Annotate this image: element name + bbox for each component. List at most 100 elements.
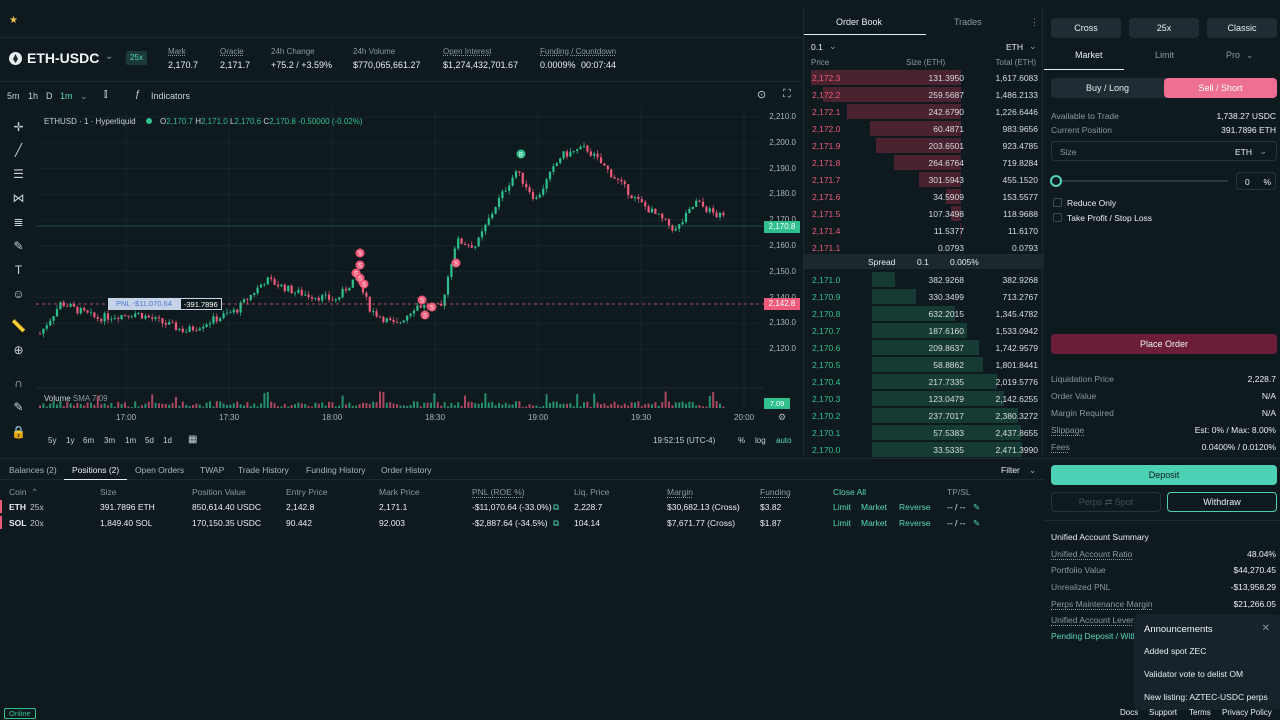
lock-drawing-icon[interactable]: ✎ [13,400,24,414]
sell-marker[interactable]: S [420,310,430,320]
sell-marker[interactable]: S [427,302,437,312]
range-3m[interactable]: 3m [104,436,116,445]
bid-row[interactable]: 2,170.5 58.8862 1,801.8441 [804,356,1044,373]
sell-marker[interactable]: S [451,258,461,268]
tab-trade-history[interactable]: Trade History [238,465,289,475]
chevron-down-icon[interactable]: ⌄ [1029,465,1037,475]
ask-row[interactable]: 2,172.3 131.3950 1,617.6083 [804,69,1044,86]
bid-row[interactable]: 2,170.1 57.5383 2,437.8655 [804,424,1044,441]
size-unit-select[interactable]: ETH [1235,147,1252,157]
bid-row[interactable]: 2,170.3 123.0479 2,142.6255 [804,390,1044,407]
unit-select[interactable]: ETH [1006,42,1023,52]
range-1d[interactable]: 1d [163,436,172,445]
share-pnl-icon[interactable]: ⧉ [553,518,560,528]
chevron-down-icon[interactable]: ⌄ [1246,50,1254,60]
chevron-down-icon[interactable]: ⌄ [1259,146,1267,156]
ask-row[interactable]: 2,171.4 11.5377 11.6170 [804,222,1044,239]
size-slider[interactable] [1050,175,1228,187]
function-icon[interactable]: ƒ [135,89,141,100]
close-icon[interactable]: ✕ [1261,623,1270,634]
horizontal-lines-icon[interactable]: ☰ [13,167,24,181]
tab-positions[interactable]: Positions (2) [72,465,120,475]
tab-limit[interactable]: Limit [1155,50,1175,60]
tab-funding-history[interactable]: Funding History [306,465,366,475]
zoom-in-icon[interactable]: ⊕ [13,343,24,357]
bid-row[interactable]: 2,170.6 209.8637 1,742.9579 [804,339,1044,356]
tick-size-select[interactable]: 0.1 [811,42,823,52]
log-toggle[interactable]: log [755,436,766,445]
position-action-limit[interactable]: Limit [833,518,851,528]
position-action-market[interactable]: Market [861,502,887,512]
bid-row[interactable]: 2,170.0 33.5335 2,471.3990 [804,441,1044,458]
footer-link-privacy[interactable]: Privacy Policy [1222,708,1272,717]
chevron-down-icon[interactable]: ⌄ [829,41,837,51]
sell-marker[interactable]: S [359,279,369,289]
bid-row[interactable]: 2,171.0 382.9268 382.9268 [804,271,1044,288]
timeframe-5m[interactable]: 5m [7,91,20,101]
deposit-button[interactable]: Deposit [1051,465,1277,485]
ask-row[interactable]: 2,171.5 107.3498 118.9688 [804,205,1044,222]
ask-row[interactable]: 2,172.2 259.5687 1,486.2133 [804,86,1044,103]
size-input[interactable]: Size ETH ⌄ [1051,141,1277,161]
bid-row[interactable]: 2,170.2 237.7017 2,380.3272 [804,407,1044,424]
footer-link-docs[interactable]: Docs [1120,708,1139,717]
chart-clock[interactable]: 19:52:15 (UTC-4) [653,436,716,445]
range-5d[interactable]: 5d [145,436,154,445]
lock-icon[interactable]: 🔒 [11,425,26,439]
fullscreen-icon[interactable]: ⛶ [783,88,791,100]
edit-pencil-icon[interactable]: ✎ [973,518,981,528]
sell-marker[interactable]: S [417,295,427,305]
trendline-icon[interactable]: ╱ [14,143,23,157]
bid-row[interactable]: 2,170.7 187.6160 1,533.0942 [804,322,1044,339]
time-axis[interactable]: 17:00 17:30 18:00 18:30 19:00 19:30 20:00 [36,410,764,424]
position-action-reverse[interactable]: Reverse [899,518,931,528]
tab-twap[interactable]: TWAP [200,465,225,475]
edit-pencil-icon[interactable]: ✎ [973,502,981,512]
withdraw-button[interactable]: Withdraw [1167,492,1277,512]
range-1m[interactable]: 1m [125,436,137,445]
range-5y[interactable]: 5y [48,436,57,445]
sort-asc-icon[interactable]: ⌃ [31,487,39,497]
tab-open-orders[interactable]: Open Orders [135,465,185,475]
ruler-icon[interactable]: 📏 [11,319,26,333]
sell-marker[interactable]: S [355,248,365,258]
calendar-icon[interactable]: ▦ [188,434,198,445]
slider-thumb[interactable] [1050,175,1062,187]
more-vertical-icon[interactable]: ⋮ [1030,17,1039,27]
ask-row[interactable]: 2,171.7 301.5943 455.1520 [804,171,1044,188]
bid-row[interactable]: 2,170.4 217.7335 2,019.5776 [804,373,1044,390]
position-action-reverse[interactable]: Reverse [899,502,931,512]
percent-toggle[interactable]: % [738,436,746,445]
timeframe-d[interactable]: D [46,91,53,101]
classic-button[interactable]: Classic [1207,18,1277,38]
brush-icon[interactable]: ✎ [13,239,24,253]
close-all-button[interactable]: Close All [833,487,867,497]
footer-link-support[interactable]: Support [1149,708,1178,717]
sell-marker[interactable]: S [355,260,365,270]
timeframe-1m[interactable]: 1m [60,91,73,101]
ask-row[interactable]: 2,172.1 242.6790 1,226.6446 [804,103,1044,120]
perps-spot-transfer-button[interactable]: Perps ⇄ Spot [1051,492,1161,512]
ask-row[interactable]: 2,171.9 203.6501 923.4785 [804,137,1044,154]
ask-row[interactable]: 2,171.6 34.5909 153.5577 [804,188,1044,205]
chevron-down-icon[interactable]: ⌄ [80,91,88,101]
tab-pro[interactable]: Pro [1226,50,1241,60]
announcement-item[interactable]: New listing: AZTEC-USDC perps [1144,692,1268,702]
buy-long-button[interactable]: Buy / Long [1085,83,1130,93]
buy-marker[interactable]: B [516,149,526,159]
auto-toggle[interactable]: auto [776,436,792,445]
tab-order-history[interactable]: Order History [381,465,432,475]
ask-row[interactable]: 2,171.8 264.6764 719.8284 [804,154,1044,171]
text-tool-icon[interactable]: T [14,263,23,277]
col-coin[interactable]: Coin [9,487,27,497]
tab-balances[interactable]: Balances (2) [9,465,57,475]
fib-icon[interactable]: ≣ [13,215,24,229]
axis-settings-icon[interactable]: ⚙ [778,412,787,422]
range-6m[interactable]: 6m [83,436,95,445]
chevron-down-icon[interactable]: ⌄ [105,51,114,62]
crosshair-icon[interactable]: ✛ [13,120,24,134]
tab-order-book[interactable]: Order Book [836,17,883,27]
pair-selector[interactable]: ETH-USDC [27,50,100,66]
reduce-only-checkbox[interactable] [1053,198,1062,207]
